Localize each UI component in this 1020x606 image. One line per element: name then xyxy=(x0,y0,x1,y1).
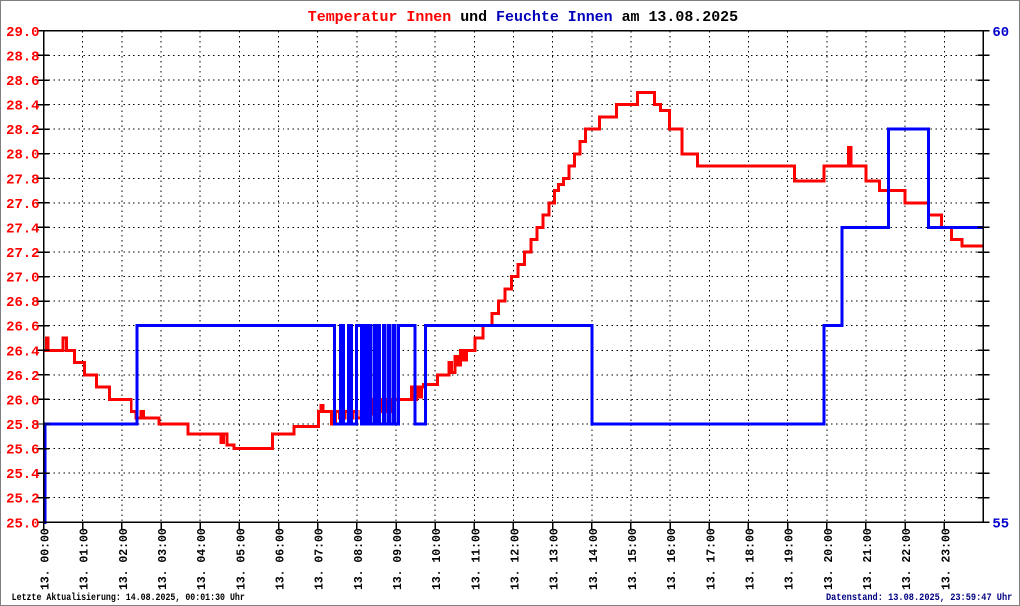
y-left-tick-label: 26.4 xyxy=(6,344,39,360)
footer-last-update: Letzte Aktualisierung: 14.08.2025, 00:01… xyxy=(12,592,245,603)
chart-title: Temperatur Innen und Feuchte Innen am 13… xyxy=(308,10,738,26)
x-tick-label: 13. 06:00 xyxy=(274,528,288,590)
x-tick-label: 13. 08:00 xyxy=(352,528,366,590)
x-tick-label: 13. 00:00 xyxy=(39,528,53,590)
x-tick-label: 13. 15:00 xyxy=(626,528,640,590)
y-right-tick-label: 55 xyxy=(992,516,1009,532)
x-tick-label: 13. 20:00 xyxy=(822,528,836,590)
y-left-tick-label: 28.2 xyxy=(6,123,39,139)
title-temperature-part: Temperatur Innen xyxy=(308,10,451,26)
y-right-tick-label: 60 xyxy=(992,25,1009,41)
y-left-tick-label: 27.2 xyxy=(6,246,39,262)
y-left-tick-label: 28.8 xyxy=(6,49,39,65)
title-date-part: am 13.08.2025 xyxy=(613,10,739,26)
temperature-line xyxy=(43,90,984,451)
x-tick-label: 13. 21:00 xyxy=(861,528,875,590)
x-tick-label: 13. 03:00 xyxy=(156,528,170,590)
y-left-tick-label: 26.6 xyxy=(6,320,39,336)
y-left-tick-label: 29.0 xyxy=(6,25,39,41)
x-tick-label: 13. 18:00 xyxy=(743,528,757,590)
x-tick-label: 13. 17:00 xyxy=(704,528,718,590)
title-humidity-part: Feuchte Innen xyxy=(496,10,613,26)
y-left-tick-label: 25.6 xyxy=(6,443,39,459)
x-tick-label: 13. 11:00 xyxy=(469,528,483,590)
humidity-line xyxy=(43,127,984,524)
x-tick-label: 13. 05:00 xyxy=(234,528,248,590)
y-left-tick-label: 25.4 xyxy=(6,467,39,483)
y-left-tick-label: 27.6 xyxy=(6,197,39,213)
y-left-tick-label: 26.8 xyxy=(6,295,39,311)
x-tick-label: 13. 16:00 xyxy=(665,528,679,590)
x-tick-label: 13. 22:00 xyxy=(900,528,914,590)
series-lines xyxy=(43,90,984,524)
y-left-tick-label: 28.4 xyxy=(6,99,39,115)
y-left-tick-label: 26.0 xyxy=(6,393,39,409)
x-tick-label: 13. 01:00 xyxy=(78,528,92,590)
y-left-tick-label: 26.2 xyxy=(6,369,39,385)
x-tick-label: 13. 14:00 xyxy=(587,528,601,590)
x-tick-label: 13. 02:00 xyxy=(117,528,131,590)
y-left-tick-label: 27.4 xyxy=(6,221,39,237)
x-tick-label: 13. 19:00 xyxy=(783,528,797,590)
x-tick-label: 13. 04:00 xyxy=(195,528,209,590)
x-tick-label: 13. 12:00 xyxy=(508,528,522,590)
y-left-tick-label: 28.6 xyxy=(6,74,39,90)
y-left-tick-label: 28.0 xyxy=(6,148,39,164)
title-und-part: und xyxy=(451,10,496,26)
x-tick-label: 13. 09:00 xyxy=(391,528,405,590)
axes xyxy=(37,30,990,531)
y-left-tick-label: 27.8 xyxy=(6,172,39,188)
footer-data-timestamp: Datenstand: 13.08.2025, 23:59:47 Uhr xyxy=(826,592,1012,603)
x-tick-label: 13. 10:00 xyxy=(430,528,444,590)
y-left-tick-label: 25.2 xyxy=(6,492,39,508)
y-left-tick-label: 27.0 xyxy=(6,271,39,287)
plot-area: 29.0 28.8 28.6 28.4 28.2 28.0 27.8 27.6 27.4 27.2… xyxy=(6,25,1009,590)
x-tick-label: 13. 07:00 xyxy=(313,528,327,590)
plot-frame xyxy=(42,30,985,524)
y-left-tick-label: 25.8 xyxy=(6,418,39,434)
axis-labels: 29.0 28.8 28.6 28.4 28.2 28.0 27.8 27.6 27.4 27.2… xyxy=(6,25,1009,590)
x-tick-label: 13. 23:00 xyxy=(939,528,953,590)
x-tick-label: 13. 13:00 xyxy=(548,528,562,590)
y-left-tick-label: 25.0 xyxy=(6,516,39,532)
gridlines xyxy=(43,30,984,523)
